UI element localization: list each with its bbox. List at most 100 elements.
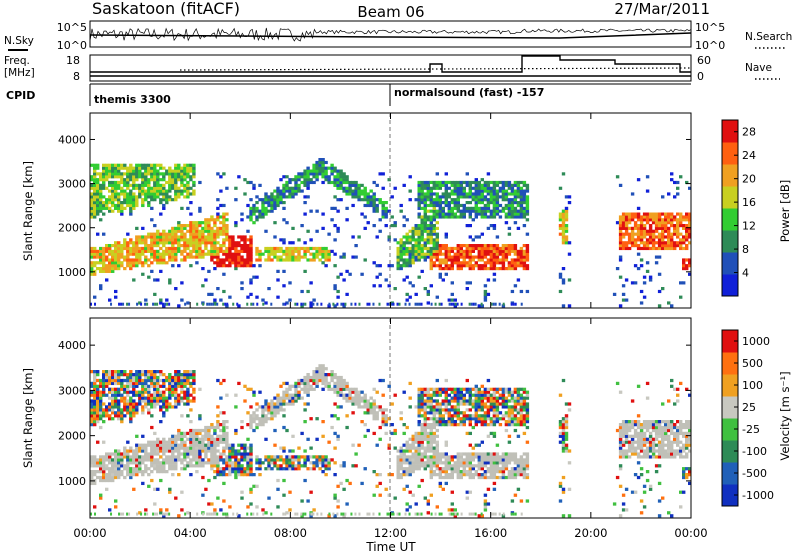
velocity-cell (108, 376, 111, 379)
power-cell (640, 224, 643, 227)
power-cell (658, 304, 661, 307)
power-cell (640, 233, 643, 236)
velocity-cell (294, 391, 297, 394)
power-cell (448, 181, 451, 184)
velocity-cell (427, 458, 430, 461)
power-cell (159, 253, 162, 256)
power-cell (105, 207, 108, 210)
velocity-cell (213, 508, 216, 511)
power-cell (234, 250, 237, 253)
power-cell (135, 172, 138, 175)
velocity-cell (171, 438, 174, 441)
power-cell (126, 247, 129, 250)
velocity-cell (123, 391, 126, 394)
power-cell (117, 184, 120, 187)
velocity-cell (207, 426, 210, 429)
power-cell (162, 303, 164, 306)
velocity-cell (406, 508, 409, 511)
power-cell (466, 261, 469, 264)
power-cell (297, 247, 300, 250)
velocity-cell (90, 482, 93, 485)
velocity-cell (216, 470, 219, 473)
power-cell (150, 235, 153, 238)
power-cell (141, 184, 144, 187)
power-cell (246, 250, 249, 253)
velocity-cell (153, 447, 156, 450)
power-cell (430, 224, 433, 227)
power-cell (487, 201, 490, 204)
velocity-cell (117, 414, 120, 417)
power-cell (114, 184, 117, 187)
power-cell (174, 190, 177, 193)
power-cell (186, 187, 189, 190)
velocity-cell (279, 408, 282, 411)
power-cell (484, 247, 487, 250)
velocity-cell (189, 394, 192, 397)
power-cell (685, 213, 688, 216)
velocity-cell (96, 385, 99, 388)
velocity-cell (141, 373, 144, 376)
power-cell (150, 187, 153, 190)
velocity-cell (252, 429, 255, 432)
power-cell (318, 170, 321, 173)
power-cell (418, 241, 421, 244)
power-cell (622, 218, 625, 221)
power-cell (213, 253, 216, 256)
velocity-cell (249, 488, 252, 491)
power-cell (246, 303, 248, 306)
velocity-cell (102, 402, 105, 405)
velocity-cell (114, 473, 117, 476)
power-cell (433, 241, 436, 244)
power-cell (111, 258, 114, 261)
power-cell (433, 256, 436, 259)
power-cell (246, 204, 249, 207)
velocity-cell (168, 464, 171, 467)
velocity-cell (382, 379, 385, 382)
power-cell (445, 250, 448, 253)
velocity-cell (400, 464, 403, 467)
velocity-cell (210, 435, 213, 438)
power-cell (421, 256, 424, 259)
power-cell (397, 241, 400, 244)
velocity-cell (198, 441, 201, 444)
power-cell (236, 303, 238, 306)
power-cell (354, 244, 357, 247)
power-cell (126, 178, 129, 181)
power-cell (487, 293, 490, 296)
power-cell (508, 198, 511, 201)
power-cell (679, 213, 682, 216)
power-cell (490, 256, 493, 259)
velocity-cell (189, 408, 192, 411)
velocity-cell (189, 473, 192, 476)
power-cell (93, 210, 96, 213)
power-cell (93, 190, 96, 193)
velocity-cell (333, 391, 336, 394)
power-cell (463, 187, 466, 190)
power-cell (114, 195, 117, 198)
velocity-cell (117, 455, 120, 458)
velocity-cell (291, 399, 294, 402)
power-cell (520, 264, 523, 267)
power-cell (339, 178, 342, 181)
velocity-cell (342, 385, 345, 388)
velocity-cell (168, 405, 171, 408)
power-cell (619, 221, 622, 224)
velocity-cell (96, 417, 99, 420)
power-cell (90, 267, 93, 270)
velocity-cell (147, 391, 150, 394)
power-cell (156, 261, 159, 264)
power-cell (517, 258, 520, 261)
velocity-cell (150, 464, 153, 467)
power-cell (168, 175, 171, 178)
power-cell (141, 247, 144, 250)
power-cell (303, 250, 306, 253)
power-cell (466, 287, 469, 290)
power-cell (189, 253, 192, 256)
velocity-cell (99, 397, 102, 400)
power-cell (667, 235, 670, 238)
velocity-cell (243, 470, 246, 473)
power-cell (433, 261, 436, 264)
power-cell (424, 187, 427, 190)
power-cell (138, 184, 141, 187)
power-cell (526, 213, 529, 216)
